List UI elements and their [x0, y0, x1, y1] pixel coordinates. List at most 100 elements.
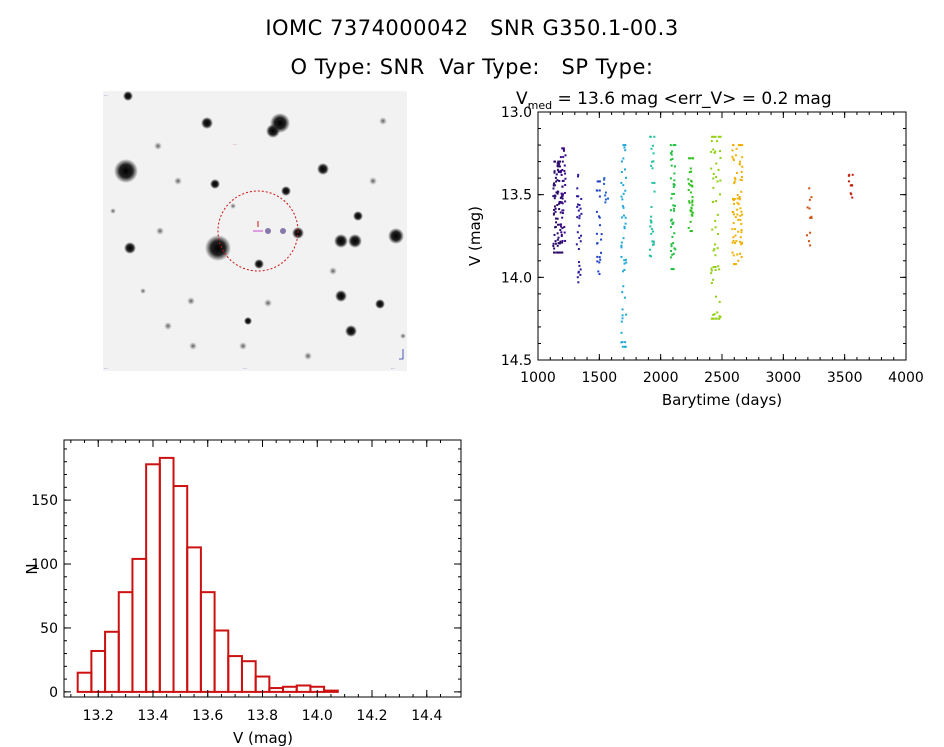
data-point-series-10: [740, 190, 743, 193]
data-point-series-1: [563, 170, 566, 173]
data-point-series-5: [621, 205, 624, 208]
var-type-label: Var Type:: [439, 55, 540, 79]
data-point-series-1: [564, 200, 567, 203]
data-point-series-5: [622, 192, 625, 195]
sky-label-bottom-left: ...: [104, 365, 108, 370]
hist-x-tick-label-3: 13.8: [247, 708, 278, 724]
data-point-series-1: [562, 147, 565, 150]
histogram-bar-9: [199, 591, 216, 693]
data-point-series-10: [736, 201, 739, 204]
data-point-series-0: [555, 191, 558, 194]
data-point-series-7: [672, 221, 675, 224]
hist-x-tick-label-4: 14.0: [302, 708, 333, 724]
data-point-series-1: [561, 212, 564, 215]
data-point-series-5: [624, 216, 627, 219]
data-point-series-9: [712, 317, 715, 320]
data-point-series-7: [672, 183, 675, 186]
data-point-series-9: [712, 148, 715, 151]
data-point-series-10: [739, 214, 742, 217]
data-point-series-1: [564, 172, 567, 175]
data-point-series-10: [739, 144, 742, 147]
light-curve-points: [552, 135, 854, 348]
data-point-series-0: [554, 240, 557, 243]
data-point-series-7: [669, 158, 672, 161]
data-point-series-8: [691, 214, 694, 217]
data-point-series-1: [561, 147, 564, 150]
histogram-bar-16: [295, 684, 312, 693]
aperture-circle: [217, 190, 299, 272]
data-point-series-1: [560, 225, 563, 228]
data-point-series-2: [578, 261, 581, 264]
data-point-series-0: [557, 164, 560, 167]
data-point-series-6: [651, 167, 654, 170]
data-point-series-2: [576, 203, 579, 206]
data-point-series-5: [620, 331, 623, 334]
data-point-series-10: [734, 154, 737, 157]
data-point-series-10: [740, 210, 743, 213]
data-point-series-9: [714, 219, 717, 222]
data-point-series-7: [671, 157, 674, 160]
x-tick-label-2: 2000: [643, 370, 679, 386]
data-point-series-0: [556, 179, 559, 182]
sky-finder-image: ... ... ... ... ...: [103, 91, 407, 371]
data-point-series-0: [559, 211, 562, 214]
data-point-series-10: [740, 229, 743, 232]
data-point-series-7: [672, 186, 675, 189]
data-point-series-0: [553, 233, 556, 236]
data-point-series-10: [740, 222, 743, 225]
data-point-series-0: [557, 190, 560, 193]
data-point-series-11: [809, 231, 812, 234]
data-point-series-2: [577, 281, 580, 284]
data-point-series-2: [580, 197, 583, 200]
data-point-series-1: [562, 155, 565, 158]
data-point-series-2: [576, 205, 579, 208]
data-point-series-10: [740, 231, 743, 234]
data-point-series-3: [596, 260, 599, 263]
histogram-bar-14: [268, 687, 285, 693]
histogram-bar-7: [172, 485, 189, 693]
data-point-series-7: [669, 209, 672, 212]
data-point-series-5: [620, 246, 623, 249]
histogram-bar-15: [282, 685, 298, 693]
data-point-series-10: [739, 240, 742, 243]
data-point-series-3: [598, 256, 601, 259]
data-point-series-5: [621, 198, 624, 201]
data-point-series-9: [716, 247, 719, 250]
hist-y-tick-label-1: 50: [40, 621, 58, 637]
data-point-series-7: [670, 268, 673, 271]
data-point-series-8: [689, 167, 692, 170]
data-point-series-0: [558, 242, 561, 245]
data-point-series-0: [559, 228, 562, 231]
hist-y-tick-label-2: 100: [31, 557, 58, 573]
data-point-series-6: [653, 135, 656, 138]
data-point-series-0: [552, 195, 555, 198]
data-point-series-3: [598, 224, 601, 227]
data-point-series-0: [553, 170, 556, 173]
data-point-series-5: [621, 345, 624, 348]
data-point-series-11: [806, 206, 809, 209]
data-point-series-3: [595, 210, 598, 213]
data-point-series-1: [560, 192, 563, 195]
data-point-series-6: [648, 254, 651, 257]
data-point-series-1: [561, 193, 564, 196]
data-point-series-1: [559, 156, 562, 159]
data-point-series-0: [561, 251, 564, 254]
data-point-series-3: [597, 270, 600, 273]
data-point-series-9: [716, 233, 719, 236]
x-tick-label-0: 1000: [520, 370, 556, 386]
data-point-series-5: [621, 317, 624, 320]
data-point-series-2: [576, 231, 579, 234]
data-point-series-7: [672, 204, 675, 207]
data-point-series-6: [652, 240, 655, 243]
data-point-series-9: [719, 135, 722, 138]
data-point-series-12: [848, 173, 851, 176]
o-type-label: O Type: SNR: [290, 55, 425, 79]
data-point-series-1: [563, 149, 566, 152]
data-point-series-10: [740, 176, 743, 179]
data-point-series-12: [847, 180, 850, 183]
data-point-series-10: [741, 144, 744, 147]
data-point-series-6: [649, 225, 652, 228]
data-point-series-9: [710, 267, 713, 270]
data-point-series-10: [734, 228, 737, 231]
data-point-series-10: [739, 218, 742, 221]
